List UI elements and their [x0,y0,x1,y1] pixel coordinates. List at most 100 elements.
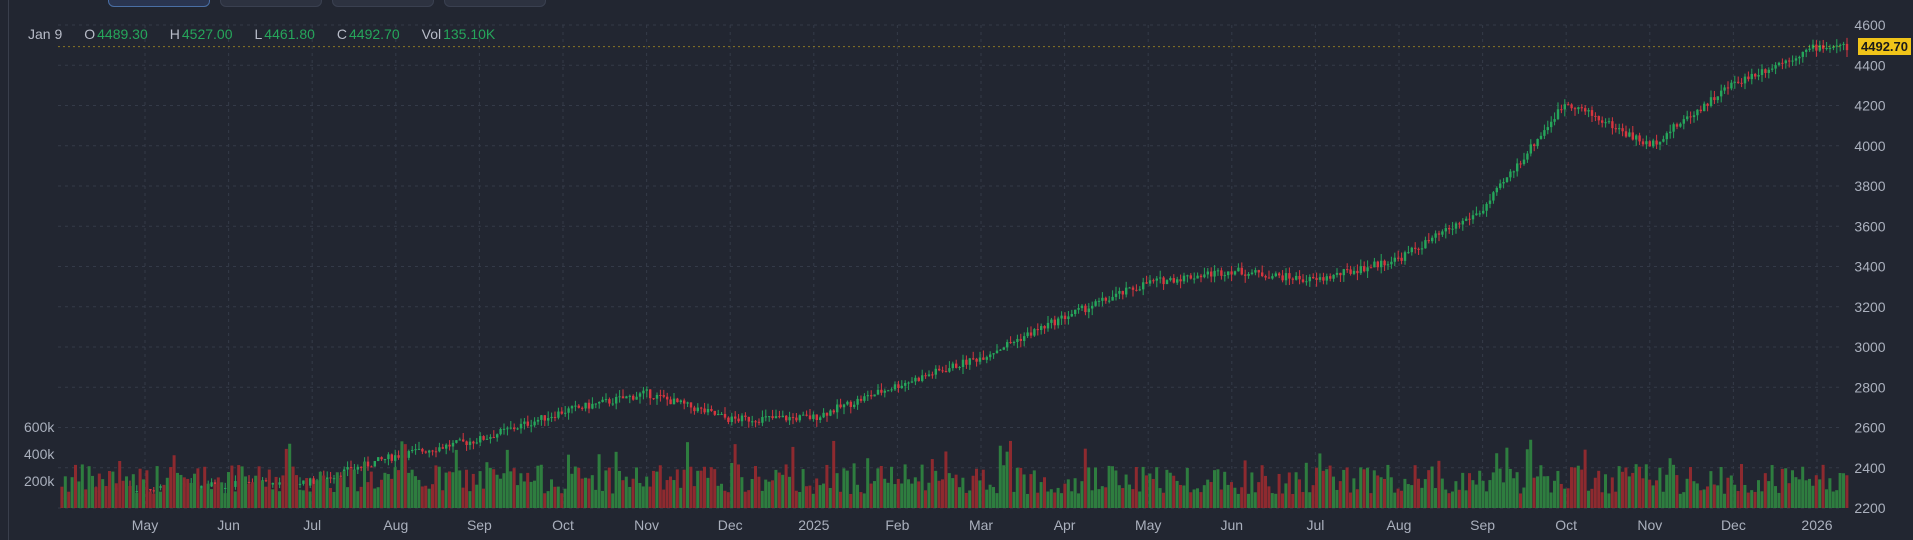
candle-body [1281,275,1284,281]
volume-bar [801,469,805,508]
candle-body [1227,271,1230,276]
volume-bar [1828,478,1832,508]
volume-bar [1321,470,1325,508]
volume-bar [1005,451,1009,508]
candle-body [581,407,584,409]
candle-body [666,396,669,400]
close-value: 4492.70 [349,26,400,42]
candle-body [1114,293,1118,297]
candle-body [1067,316,1070,320]
candle-body [703,408,706,413]
candle-body [1675,124,1679,127]
candle-body [1284,273,1288,281]
volume-bar [788,476,791,508]
volume-bar [1056,487,1060,508]
volume-bar [274,476,278,508]
volume-bar [1587,490,1590,508]
volume-bar [998,445,1002,508]
volume-bar [1563,488,1567,508]
volume-bar [611,493,615,508]
candle-body [951,363,954,369]
candle-body [1390,261,1393,265]
candle-body [1342,269,1345,276]
volume-bar [1315,467,1318,508]
candle-body [734,416,737,419]
candle-body [1587,110,1590,112]
candle-body [1536,138,1539,147]
candle-body [523,421,526,424]
volume-bar [366,482,370,508]
volume-bar [1621,471,1624,508]
candle-body [955,363,958,368]
volume-bar [1301,492,1305,508]
candle-body [271,482,274,485]
candle-body [353,469,356,471]
time-tick-label: Nov [634,517,659,533]
candle-body [608,399,611,404]
volume-bar [261,480,264,508]
candle-body [1097,300,1101,302]
volume-bar [230,465,234,508]
candle-body [1012,342,1016,344]
candle-body [499,429,502,435]
candle-body [407,451,410,458]
volume-bar [635,467,638,508]
last-price-tag: 4492.70 [1858,38,1911,55]
volume-bar [1243,460,1247,508]
volume-bar [760,490,764,508]
volume-bar [101,479,105,508]
candle-body [557,411,560,418]
volume-bar [1784,468,1788,508]
candle-body [1417,248,1420,250]
candle-body [451,442,455,447]
candle-body [652,398,655,400]
candle-body [312,478,315,485]
candle-body [604,399,608,401]
candle-body [751,421,754,423]
volume-bar [403,444,407,508]
volume-bar [397,470,400,508]
candle-body [1771,68,1774,70]
candle-body [509,427,512,429]
volume-bar [332,491,336,508]
candle-body [693,407,696,412]
candle-body [846,401,849,405]
volume-bar [1451,491,1454,508]
time-tick-label: Oct [552,517,574,533]
volume-bar [74,464,77,508]
candle-body [842,404,846,408]
time-tick-label: May [132,517,158,533]
volume-bar [638,482,642,508]
volume-bar [1345,467,1349,508]
volume-bar [553,486,557,508]
volume-bar [1247,493,1250,508]
price-tick-label: 3200 [1854,299,1885,315]
candle-body [1696,109,1699,116]
volume-bar [1196,488,1199,508]
volume-bar [927,482,931,508]
candle-body [805,414,808,416]
volume-bar [152,493,156,508]
candle-body [965,359,968,365]
volume-bar [339,477,343,508]
time-tick-label: Aug [383,517,408,533]
volume-bar [1804,480,1808,508]
candle-body [1373,261,1376,268]
volume-bar [1145,475,1148,508]
volume-bar [1318,453,1322,508]
candle-body [1356,270,1359,274]
volume-bar [1328,465,1332,508]
candle-body [373,461,376,467]
volume-tick-label: 400k [24,446,55,462]
candle-body [798,415,801,421]
volume-bar [376,487,380,508]
volume-bar [352,470,356,508]
candle-body [397,455,400,458]
candle-body [1332,274,1335,279]
volume-bar [492,469,496,508]
candle-body [390,454,393,461]
volume-bar [1148,473,1152,508]
volume-bar [1811,485,1815,508]
